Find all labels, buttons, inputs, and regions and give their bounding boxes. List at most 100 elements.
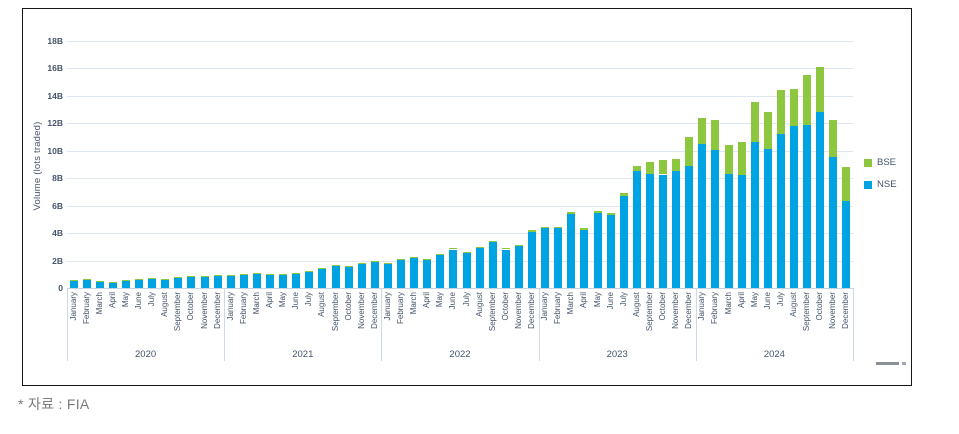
bar-segment-nse [829, 156, 838, 288]
bar-segment-nse [698, 143, 707, 288]
bar-segment-bse [252, 273, 261, 275]
bar-segment-bse [148, 277, 157, 279]
bar-segment-bse [95, 281, 104, 283]
bar-segment-bse [69, 279, 78, 281]
month-tick-label: March [94, 292, 104, 315]
y-tick-label: 18B [47, 35, 63, 46]
year-label: 2020 [135, 349, 157, 360]
bar-segment-nse [108, 282, 117, 288]
month-tick-label: April [736, 292, 746, 309]
gridline [67, 68, 853, 69]
bar-segment-bse [763, 112, 772, 150]
legend: BSE NSE [864, 157, 897, 190]
bar-segment-nse [344, 267, 353, 288]
month-tick-label: March [566, 292, 576, 315]
bar-segment-nse [554, 228, 563, 288]
month-tick-label: April [107, 292, 117, 309]
bar-segment-bse [187, 276, 196, 278]
bar-segment-nse [187, 277, 196, 288]
bar-segment-bse [82, 279, 91, 281]
bar-segment-bse [239, 274, 248, 276]
bar-segment-nse [82, 280, 91, 288]
bar-segment-bse [344, 266, 353, 268]
legend-item-bse: BSE [864, 157, 897, 168]
bar-segment-bse [711, 120, 720, 150]
bar-segment-bse [161, 279, 170, 281]
bar-segment-bse [174, 277, 183, 279]
month-tick-label: October [658, 292, 667, 321]
bar-segment-bse [266, 274, 274, 276]
x-axis-line [67, 288, 853, 289]
bar-segment-nse [711, 149, 720, 288]
year-separator [224, 288, 226, 361]
bar-segment-nse [423, 260, 432, 288]
bar-segment-nse [816, 112, 825, 288]
bar-segment-nse [331, 265, 340, 288]
bar-segment-nse [135, 280, 143, 288]
bar-segment-bse [462, 251, 471, 253]
legend-swatch-nse-icon [864, 180, 872, 189]
year-label: 2021 [292, 349, 314, 360]
gridline [67, 95, 853, 97]
month-tick-label: November [199, 292, 209, 329]
year-separator [853, 288, 854, 361]
bar-segment-nse [763, 149, 772, 288]
bar-segment-bse [436, 253, 445, 255]
legend-swatch-bse-icon [864, 158, 872, 167]
month-tick-label: February [710, 292, 720, 325]
y-tick-label: 4B [52, 228, 63, 238]
bar-segment-bse [580, 228, 589, 230]
bar-segment-bse [108, 281, 117, 283]
bar-segment-nse [252, 274, 261, 288]
bar-segment-bse [292, 272, 301, 274]
month-tick-label: August [474, 292, 484, 317]
month-tick-label: April [579, 292, 589, 309]
bar-segment-nse [632, 171, 641, 288]
month-tick-label: January [225, 292, 235, 321]
bar-segment-nse [528, 231, 537, 288]
month-tick-label: June [448, 292, 458, 310]
bar-segment-bse [672, 158, 681, 172]
month-tick-label: August [317, 292, 327, 317]
bar-segment-nse [776, 134, 785, 288]
bar-segment-nse [501, 249, 510, 288]
month-tick-label: January [68, 292, 78, 321]
month-tick-label: February [396, 292, 406, 325]
bar-segment-bse [135, 279, 143, 280]
month-tick-label: May [278, 292, 288, 308]
month-tick-label: June [291, 292, 301, 310]
month-tick-label: September [644, 292, 654, 332]
year-separator [695, 288, 697, 361]
bar-segment-nse [226, 276, 235, 288]
month-tick-label: February [81, 292, 91, 325]
bar-segment-nse [737, 174, 746, 288]
bar-segment-nse [200, 277, 209, 288]
bar-segment-nse [370, 261, 379, 288]
redaction-dash-long [876, 362, 899, 365]
month-tick-label: April [265, 292, 274, 309]
month-tick-label: March [409, 292, 419, 315]
bar-segment-bse [279, 274, 288, 276]
month-tick-label: October [343, 292, 353, 321]
bar-segment-bse [423, 259, 432, 261]
bar-segment-nse [279, 275, 288, 288]
month-tick-label: December [841, 292, 851, 329]
y-tick-label: 2B [52, 255, 63, 266]
month-tick-label: August [160, 292, 170, 317]
month-tick-label: December [527, 292, 537, 329]
month-tick-label: September [330, 292, 340, 332]
bar-segment-nse [593, 213, 602, 288]
bar-segment-bse [410, 257, 419, 259]
bar-segment-bse [318, 268, 327, 269]
bar-segment-nse [790, 125, 798, 289]
y-tick-label: 0 [58, 283, 63, 293]
bar-segment-nse [449, 249, 458, 288]
bar-segment-nse [397, 260, 406, 288]
bar-segment-nse [292, 273, 301, 288]
bar-segment-bse [383, 263, 392, 265]
source-note: * 자료 : FIA [18, 396, 90, 412]
bar-segment-bse [449, 248, 458, 250]
month-tick-label: November [513, 292, 523, 329]
month-tick-label: December [369, 292, 379, 329]
month-tick-label: May [592, 292, 602, 308]
